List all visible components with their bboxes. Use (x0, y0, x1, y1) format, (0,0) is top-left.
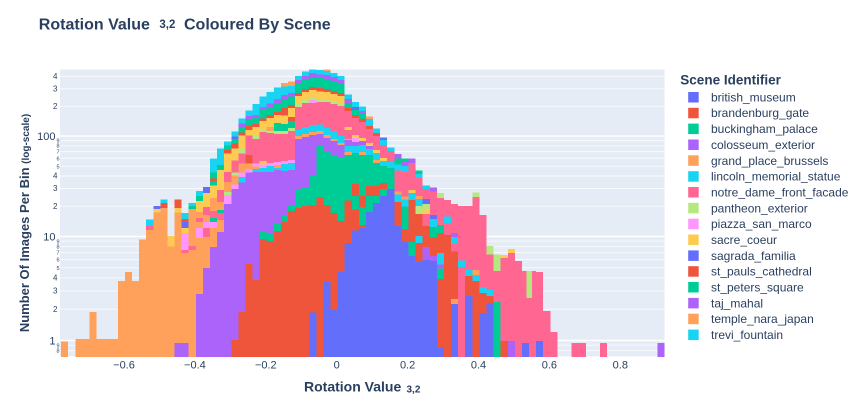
svg-text:st_pauls_cathedral: st_pauls_cathedral (711, 265, 812, 279)
svg-text:3: 3 (53, 184, 58, 193)
svg-text:0.2: 0.2 (400, 360, 415, 372)
svg-text:2: 2 (53, 305, 58, 314)
svg-text:8: 8 (56, 144, 59, 150)
svg-text:taj_mahal: taj_mahal (711, 296, 763, 310)
svg-text:pantheon_exterior: pantheon_exterior (711, 201, 808, 215)
svg-text:trevi_fountain: trevi_fountain (711, 328, 783, 342)
svg-text:6: 6 (56, 156, 59, 162)
svg-text:3,2: 3,2 (159, 19, 175, 31)
svg-text:Scene Identifier: Scene Identifier (680, 73, 781, 88)
svg-text:0.4: 0.4 (471, 360, 486, 372)
svg-text:2: 2 (53, 102, 58, 111)
svg-text:8: 8 (56, 349, 59, 355)
svg-text:st_peters_square: st_peters_square (711, 281, 804, 295)
svg-text:4: 4 (53, 72, 58, 81)
svg-text:Rotation Value: Rotation Value (39, 16, 150, 33)
svg-text:buckingham_palace: buckingham_palace (711, 122, 818, 136)
svg-text:temple_nara_japan: temple_nara_japan (711, 312, 814, 326)
svg-text:brandenburg_gate: brandenburg_gate (711, 106, 809, 120)
svg-text:4: 4 (53, 172, 58, 181)
svg-text:2: 2 (53, 202, 58, 211)
svg-text:notre_dame_front_facade: notre_dame_front_facade (711, 185, 849, 199)
svg-text:−0.4: −0.4 (184, 360, 206, 372)
svg-text:0.8: 0.8 (613, 360, 628, 372)
svg-text:0.6: 0.6 (542, 360, 557, 372)
svg-text:100: 100 (37, 131, 55, 143)
svg-text:−0.2: −0.2 (255, 360, 277, 372)
svg-text:10: 10 (43, 231, 55, 243)
svg-text:british_museum: british_museum (711, 90, 796, 104)
svg-text:Number Of Images Per Bin (log-: Number Of Images Per Bin (log-scale) (17, 114, 32, 332)
svg-text:sagrada_familia: sagrada_familia (711, 249, 796, 263)
svg-text:colosseum_exterior: colosseum_exterior (711, 138, 815, 152)
svg-text:Coloured By Scene: Coloured By Scene (184, 16, 331, 33)
svg-text:7: 7 (56, 251, 59, 257)
svg-text:0: 0 (334, 360, 340, 372)
svg-text:grand_place_brussels: grand_place_brussels (711, 154, 828, 168)
svg-text:sacre_coeur: sacre_coeur (711, 233, 777, 247)
svg-text:5: 5 (56, 164, 59, 170)
svg-text:7: 7 (56, 150, 59, 156)
svg-text:3: 3 (53, 85, 58, 94)
svg-text:9: 9 (56, 343, 59, 349)
svg-text:4: 4 (53, 274, 58, 283)
svg-text:6: 6 (56, 258, 59, 264)
svg-text:−0.6: −0.6 (113, 360, 135, 372)
svg-text:3: 3 (53, 287, 58, 296)
svg-text:5: 5 (56, 266, 59, 272)
svg-text:8: 8 (56, 245, 59, 251)
svg-text:piazza_san_marco: piazza_san_marco (711, 217, 812, 231)
svg-text:3,2: 3,2 (407, 384, 421, 395)
svg-text:1: 1 (49, 335, 55, 347)
svg-text:Rotation Value: Rotation Value (304, 379, 401, 395)
svg-text:9: 9 (56, 139, 59, 145)
svg-text:9: 9 (56, 239, 59, 245)
svg-text:lincoln_memorial_statue: lincoln_memorial_statue (711, 170, 841, 184)
